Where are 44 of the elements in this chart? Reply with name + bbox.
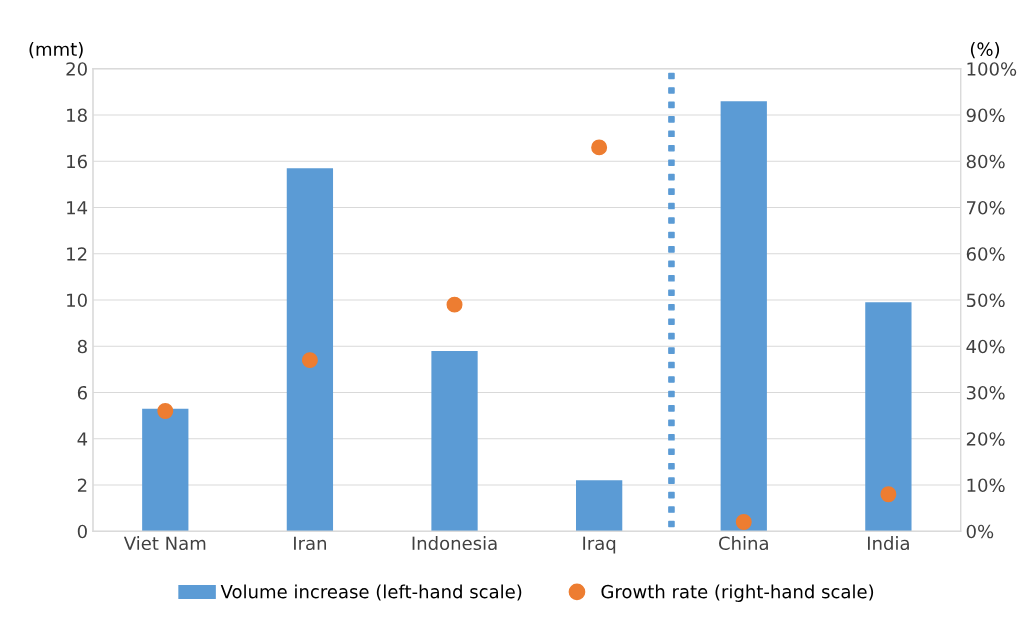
- legend-label: Growth rate (right-hand scale): [601, 584, 874, 602]
- y-tick-label: 12: [67, 247, 87, 261]
- y2-tick-label: 80%: [966, 154, 1005, 169]
- bar: [286, 168, 334, 532]
- point: [157, 403, 174, 419]
- y2-tick-label: 0%: [966, 524, 994, 539]
- y-tick-label: 0: [77, 524, 87, 539]
- y2-axis-title: (%): [970, 42, 1000, 59]
- y2-tick-label: 100%: [967, 62, 1017, 76]
- point: [301, 352, 318, 369]
- y2-tick-label: 40%: [966, 339, 1005, 354]
- y2-tick-label: 10%: [967, 478, 1005, 493]
- point: [880, 486, 897, 503]
- point: [591, 139, 608, 156]
- y2-tick-label: 90%: [966, 108, 1005, 123]
- x-tick-label: India: [868, 536, 909, 551]
- x-tick-label: China: [718, 536, 768, 551]
- y-tick-label: 6: [77, 385, 87, 400]
- x-tick-label: Iraq: [583, 536, 616, 554]
- bar: [431, 350, 478, 532]
- y-tick-label: 14: [67, 201, 88, 215]
- bar: [142, 408, 189, 532]
- y-tick-label: 2: [77, 478, 87, 492]
- x-tick-label: Viet Nam: [123, 536, 206, 551]
- y-tick-label: 20: [66, 62, 87, 76]
- y2-tick-label: 30%: [966, 385, 1005, 400]
- y-tick-label: 10: [67, 293, 87, 308]
- point: [446, 296, 463, 313]
- bar: [576, 480, 623, 532]
- y-tick-label: 8: [77, 339, 87, 354]
- x-tick-label: Indonesia: [412, 536, 497, 551]
- y-tick-label: 4: [77, 432, 88, 446]
- y2-tick-label: 50%: [966, 293, 1005, 308]
- y-tick-label: 18: [67, 108, 87, 123]
- bar: [720, 101, 767, 532]
- y2-tick-label: 70%: [967, 200, 1005, 215]
- y-tick-label: 16: [67, 154, 87, 169]
- bar: [865, 302, 912, 532]
- y-axis-title: (mmt): [29, 42, 83, 59]
- y2-tick-label: 60%: [966, 247, 1005, 261]
- x-tick-label: Iran: [294, 536, 326, 551]
- point: [735, 514, 752, 530]
- y2-tick-label: 20%: [966, 432, 1005, 446]
- legend-label: Volume increase (left-hand scale): [220, 584, 522, 601]
